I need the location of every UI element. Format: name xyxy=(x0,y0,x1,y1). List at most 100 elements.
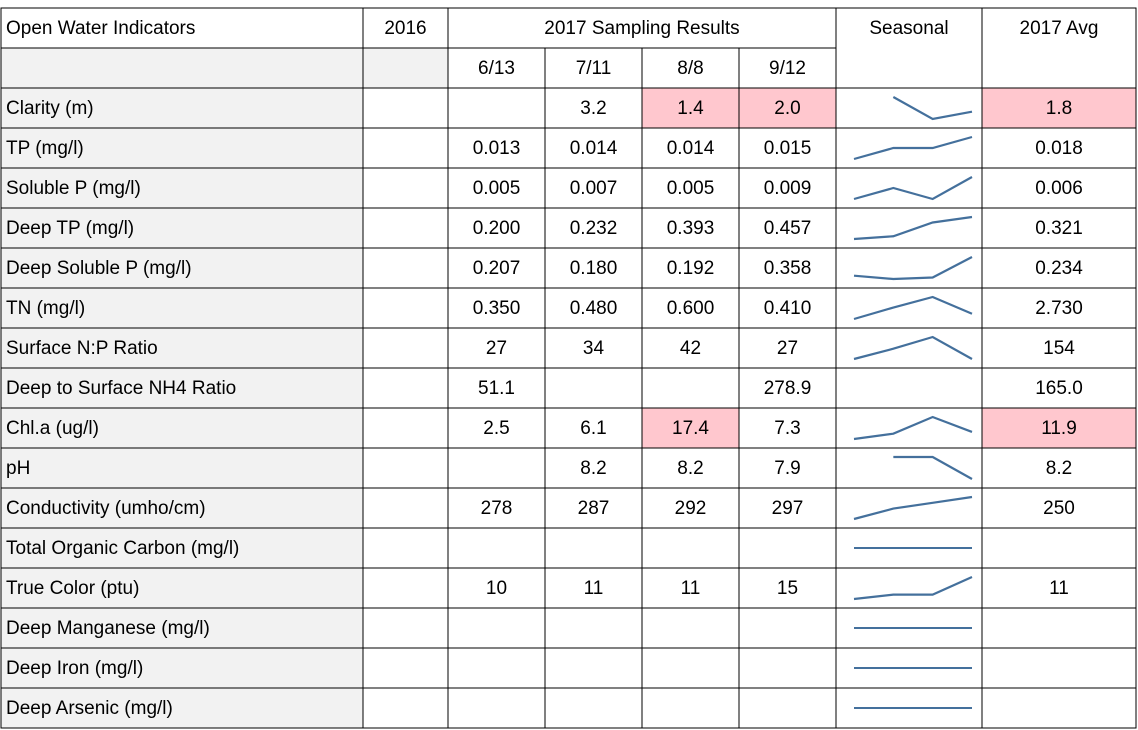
row-label: Deep TP (mg/l) xyxy=(6,218,134,239)
cell xyxy=(0,7,364,49)
cell xyxy=(981,447,1137,489)
sparkline xyxy=(853,256,973,281)
sample-value: 0.007 xyxy=(570,178,618,199)
cell xyxy=(981,487,1137,529)
cell xyxy=(0,167,364,209)
row-label: Chl.a (ug/l) xyxy=(6,418,99,439)
cell xyxy=(362,247,449,289)
cell xyxy=(738,127,837,169)
cell xyxy=(738,167,837,209)
sample-value: 7.3 xyxy=(774,418,800,439)
sample-value: 42 xyxy=(680,338,701,359)
cell xyxy=(362,7,449,49)
cell xyxy=(544,607,643,649)
sparkline xyxy=(853,415,973,441)
cell xyxy=(738,447,837,489)
cell xyxy=(0,567,364,609)
sample-value: 2.5 xyxy=(483,418,509,439)
sample-value: 34 xyxy=(583,338,605,359)
cell xyxy=(447,367,546,409)
sample-value: 7.9 xyxy=(774,458,800,479)
cell xyxy=(544,407,643,449)
cell xyxy=(641,687,740,729)
cell xyxy=(362,127,449,169)
cell xyxy=(447,47,546,89)
cell xyxy=(981,167,1137,209)
cell xyxy=(981,287,1137,329)
date-header: 6/13 xyxy=(478,58,515,79)
cell xyxy=(0,87,364,129)
sample-value: 0.180 xyxy=(570,258,618,279)
cell xyxy=(738,647,837,689)
cell xyxy=(835,247,983,289)
cell xyxy=(981,247,1137,289)
date-header: 8/8 xyxy=(677,58,703,79)
cell xyxy=(981,607,1137,649)
average-value: 2.730 xyxy=(1035,298,1083,319)
cell xyxy=(447,207,546,249)
average-value: 165.0 xyxy=(1035,378,1083,399)
cell xyxy=(447,607,546,649)
cell xyxy=(362,687,449,729)
average-value: 11.9 xyxy=(1041,418,1077,439)
cell xyxy=(738,407,837,449)
cell xyxy=(981,327,1137,369)
cell xyxy=(835,87,983,129)
cell xyxy=(544,287,643,329)
average-value: 0.006 xyxy=(1035,178,1083,199)
cell xyxy=(0,687,364,729)
cell xyxy=(362,527,449,569)
average-value: 8.2 xyxy=(1046,458,1072,479)
cell xyxy=(641,647,740,689)
cell xyxy=(835,567,983,609)
cell xyxy=(0,327,364,369)
sample-value: 0.393 xyxy=(667,218,715,239)
sample-value: 0.600 xyxy=(667,298,715,319)
cell xyxy=(362,367,449,409)
row-label: TN (mg/l) xyxy=(6,298,85,319)
sample-value: 0.232 xyxy=(570,218,618,239)
cell xyxy=(362,407,449,449)
sample-value: 0.009 xyxy=(764,178,812,199)
cell xyxy=(544,367,643,409)
cell xyxy=(362,87,449,129)
cell xyxy=(641,287,740,329)
cell xyxy=(544,687,643,729)
cell xyxy=(835,207,983,249)
cell xyxy=(544,527,643,569)
cell xyxy=(0,487,364,529)
cell xyxy=(641,327,740,369)
cell xyxy=(362,47,449,89)
cell xyxy=(641,87,740,129)
sample-value: 297 xyxy=(772,498,804,519)
cell xyxy=(0,127,364,169)
sample-value: 292 xyxy=(675,498,707,519)
cell xyxy=(447,7,837,49)
average-value: 154 xyxy=(1043,338,1075,359)
cell xyxy=(738,687,837,729)
header-cell: 2016 xyxy=(384,18,426,39)
sample-value: 2.0 xyxy=(774,98,800,119)
sample-value: 0.410 xyxy=(764,298,812,319)
cell xyxy=(738,487,837,529)
cell xyxy=(835,167,983,209)
sample-value: 0.350 xyxy=(473,298,521,319)
sparkline xyxy=(853,295,973,321)
average-value: 0.234 xyxy=(1035,258,1083,279)
cell xyxy=(835,447,983,489)
sample-value: 8.2 xyxy=(677,458,703,479)
sample-value: 27 xyxy=(777,338,798,359)
sample-value: 11 xyxy=(584,578,604,599)
header-cell: Seasonal xyxy=(869,18,948,39)
row-label: Total Organic Carbon (mg/l) xyxy=(6,538,239,559)
sample-value: 287 xyxy=(578,498,610,519)
cell xyxy=(641,47,740,89)
sparkline xyxy=(893,455,973,480)
sample-value: 0.015 xyxy=(764,138,812,159)
sample-value: 0.013 xyxy=(473,138,521,159)
sample-value: 0.200 xyxy=(473,218,521,239)
sample-value: 8.2 xyxy=(580,458,606,479)
sparkline xyxy=(853,135,973,161)
